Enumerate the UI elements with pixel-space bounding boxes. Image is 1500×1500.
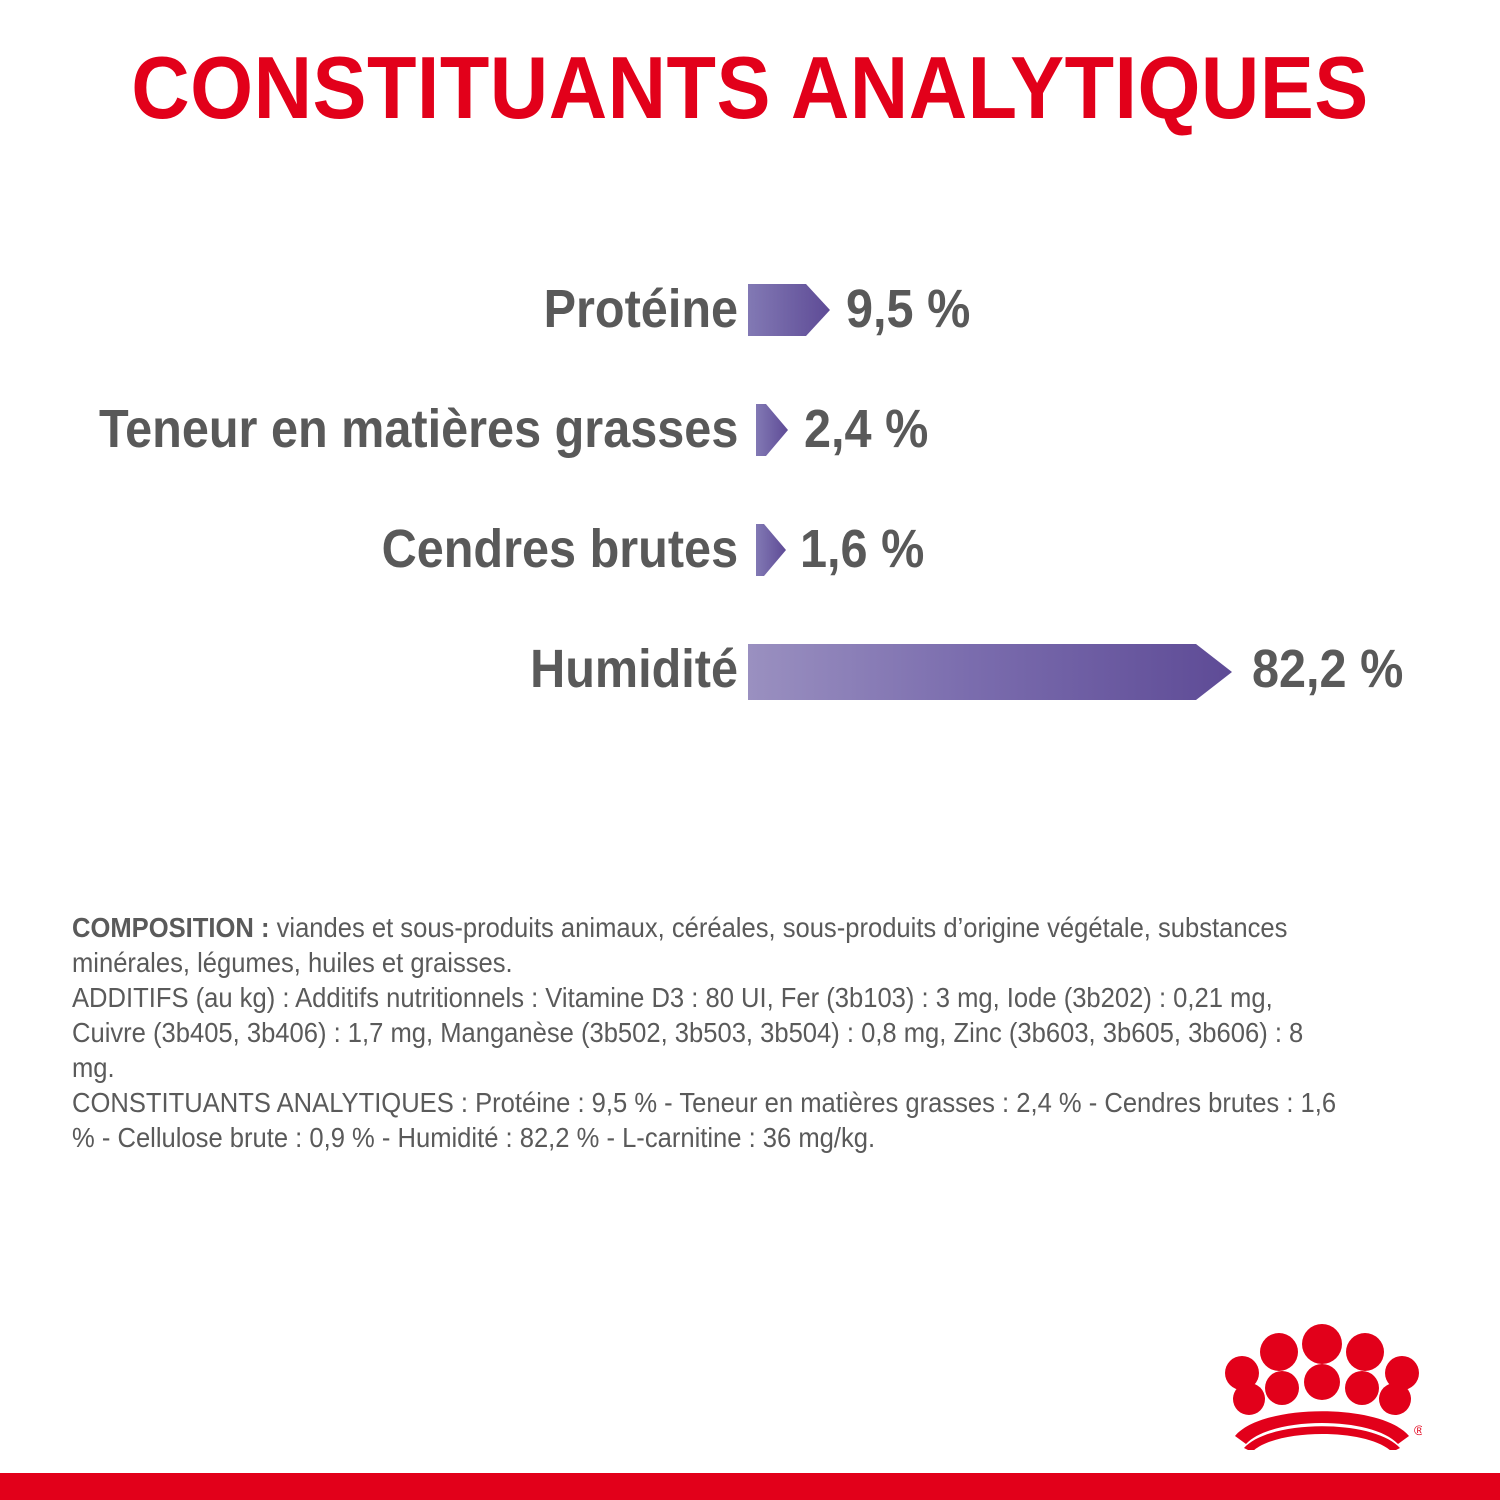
nutrient-bar-cendres-brutes xyxy=(756,524,786,576)
nutrient-row-humidite: Humidité 82,2 % xyxy=(0,638,1500,700)
additives-paragraph: ADDITIFS (au kg) : Additifs nutritionnel… xyxy=(72,982,1304,1083)
analytical-constituents-chart: Protéine 9,5 % Teneur en matières grasse… xyxy=(0,278,1500,700)
nutrient-value-proteine: 9,5 % xyxy=(846,279,971,339)
crown-icon: ® xyxy=(1225,1324,1422,1450)
composition-ingredients: viandes et sous-produits animaux, céréal… xyxy=(72,912,1288,978)
bar-arrow-shape-cendres-brutes xyxy=(756,524,786,576)
nutrient-row-matieres-grasses: Teneur en matières grasses 2,4 % xyxy=(0,398,1500,460)
nutrient-value-cendres-brutes: 1,6 % xyxy=(800,519,925,579)
nutrient-bar-humidite xyxy=(748,644,1232,700)
nutrient-label-humidite: Humidité xyxy=(530,639,738,699)
bar-arrow-shape-proteine xyxy=(748,284,830,336)
composition-lead-label: COMPOSITION : xyxy=(72,912,270,943)
nutrient-label-proteine: Protéine xyxy=(543,279,738,339)
registered-trademark-symbol: ® xyxy=(1414,1422,1422,1438)
composition-paragraph: COMPOSITION : viandes et sous-produits a… xyxy=(72,910,1337,980)
nutrient-bar-proteine xyxy=(748,284,830,336)
composition-text-block: COMPOSITION : viandes et sous-produits a… xyxy=(72,910,1337,1155)
nutrient-bar-matieres-grasses xyxy=(756,404,788,456)
royal-canin-crown-logo: ® xyxy=(1222,1318,1422,1450)
bar-arrow-shape-humidite xyxy=(748,644,1232,700)
nutrient-label-cendres-brutes: Cendres brutes xyxy=(381,519,738,579)
bar-arrow-shape-matieres-grasses xyxy=(756,404,788,456)
nutrient-label-matieres-grasses: Teneur en matières grasses xyxy=(98,399,738,459)
page-title: CONSTITUANTS ANALYTIQUES xyxy=(131,38,1369,137)
nutrient-row-proteine: Protéine 9,5 % xyxy=(0,278,1500,340)
nutrient-value-matieres-grasses: 2,4 % xyxy=(804,399,929,459)
analytical-constituents-paragraph: CONSTITUANTS ANALYTIQUES : Protéine : 9,… xyxy=(72,1087,1337,1153)
bottom-red-bar xyxy=(0,1473,1500,1500)
nutrient-value-humidite: 82,2 % xyxy=(1252,639,1404,699)
nutrient-row-cendres-brutes: Cendres brutes 1,6 % xyxy=(0,518,1500,580)
